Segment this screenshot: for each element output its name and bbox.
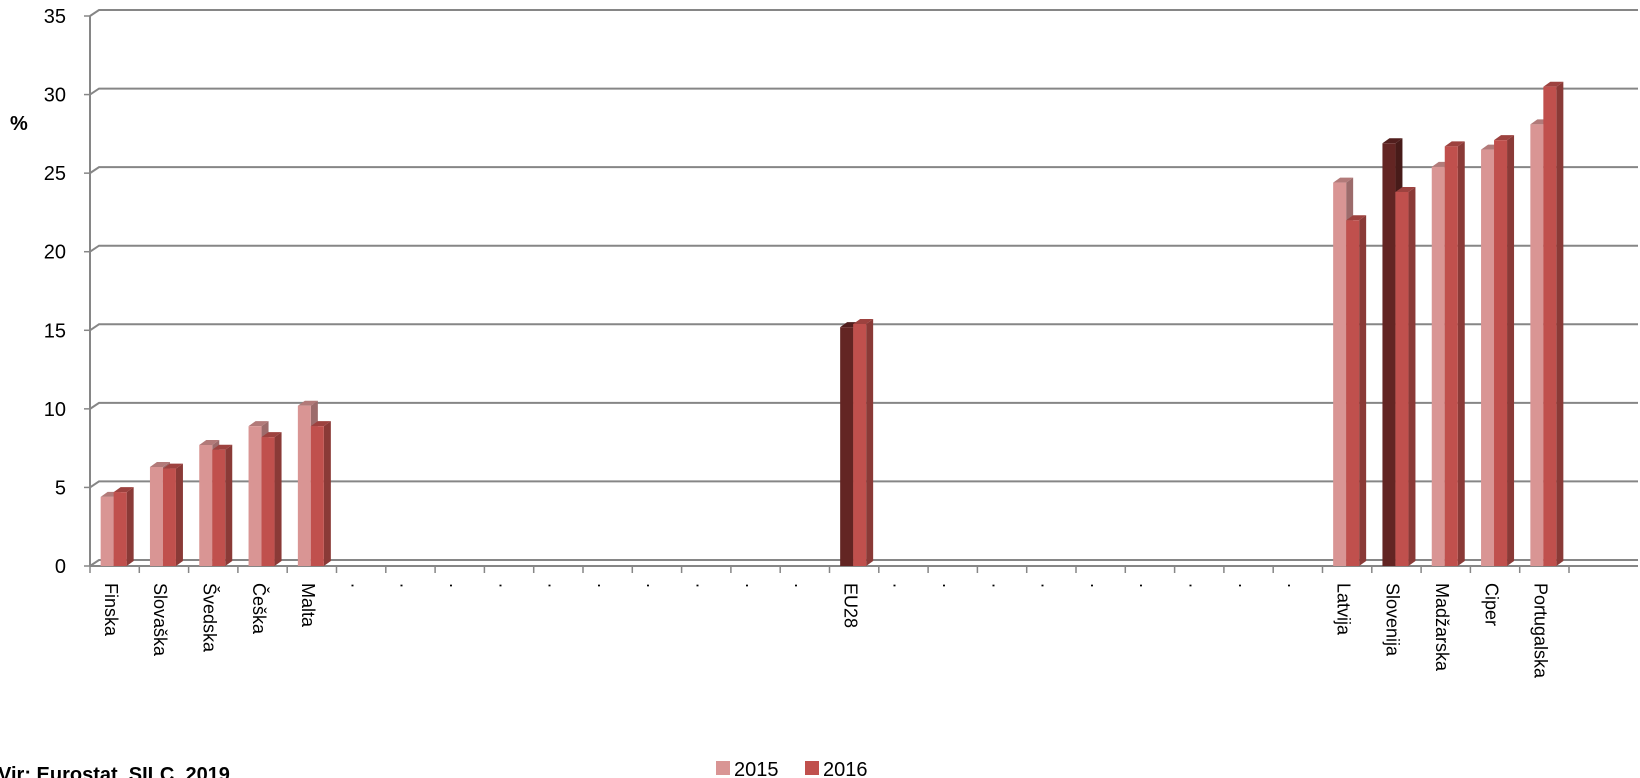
bar-2016-Slovaška [162,463,183,566]
category-label: . [1136,583,1156,588]
gridline [89,480,1638,489]
legend-label-2015: 2015 [734,759,779,778]
category-label: Madžarska [1432,583,1452,672]
category-label: . [1186,583,1206,588]
y-tick-label: 5 [55,477,66,499]
category-label: EU28 [840,583,860,628]
category-label: . [446,583,466,588]
category-label: Češka [249,583,270,635]
category-label: Finska [101,583,121,637]
bar-2016-Švedska [212,444,233,566]
source-note: Vir: Eurostat, SILC, 2019 [0,764,230,778]
y-tick-label: 15 [44,320,66,342]
category-label: Slovaška [150,583,170,657]
legend-label-2016: 2016 [823,759,868,778]
category-label: Slovenija [1383,583,1403,657]
bars [100,81,1564,567]
category-label: . [545,583,565,588]
category-labels: Finska Slovaška Švedska Češka Malta.........… [101,583,1551,679]
category-label: . [988,583,1008,588]
category-label: Portugalska [1531,583,1551,679]
gridline [89,323,1638,332]
y-tick-label: 20 [44,242,66,264]
y-tick-label: 0 [55,556,66,578]
y-tick-label: 10 [44,399,66,421]
bar-2016-Češka [261,432,282,566]
gridlines [89,9,1638,489]
x-axis-floor [89,559,1638,567]
category-label: Švedska [200,583,221,653]
category-label: . [1235,583,1255,588]
bar-2016-EU28 [853,319,874,566]
bar-2016-Madžarska [1444,141,1465,566]
y-tick-label: 35 [44,6,66,28]
y-tick-label: 25 [44,163,66,185]
bar-2016-Malta [310,421,331,566]
gridline [89,9,1638,17]
category-label: . [1087,583,1107,588]
bar-2016-Finska [113,487,134,566]
category-label: . [397,583,417,588]
gridline [89,166,1638,174]
legend-swatch-2015 [716,761,730,775]
gridline [89,401,1638,410]
category-label: . [495,583,515,588]
legend-swatch-2016 [805,761,819,775]
category-label: . [1038,583,1058,588]
gridline [89,87,1638,96]
category-label: . [742,583,762,588]
bar-2016-Ciper [1494,135,1515,566]
category-label: . [693,583,713,588]
category-label: Latvija [1333,583,1353,636]
y-axis-ticks: 0 5 10 15 20 25 30 35 [44,6,90,578]
category-label: Ciper [1481,583,1501,626]
y-tick-label: 30 [44,85,66,107]
bar-2016-Slovenija [1395,187,1416,566]
category-label: . [643,583,663,588]
category-label: Malta [298,583,318,628]
bar-2016-Portugalska [1543,81,1564,566]
category-label: . [791,583,811,588]
category-label: . [890,583,910,588]
category-label: . [1284,583,1304,588]
legend: 2015 2016 [716,759,868,778]
y-axis-label: % [10,113,28,135]
gridline [89,244,1638,253]
category-label: . [939,583,959,588]
bar-2016-Latvija [1346,215,1367,567]
category-label: . [347,583,367,588]
category-label: . [594,583,614,588]
